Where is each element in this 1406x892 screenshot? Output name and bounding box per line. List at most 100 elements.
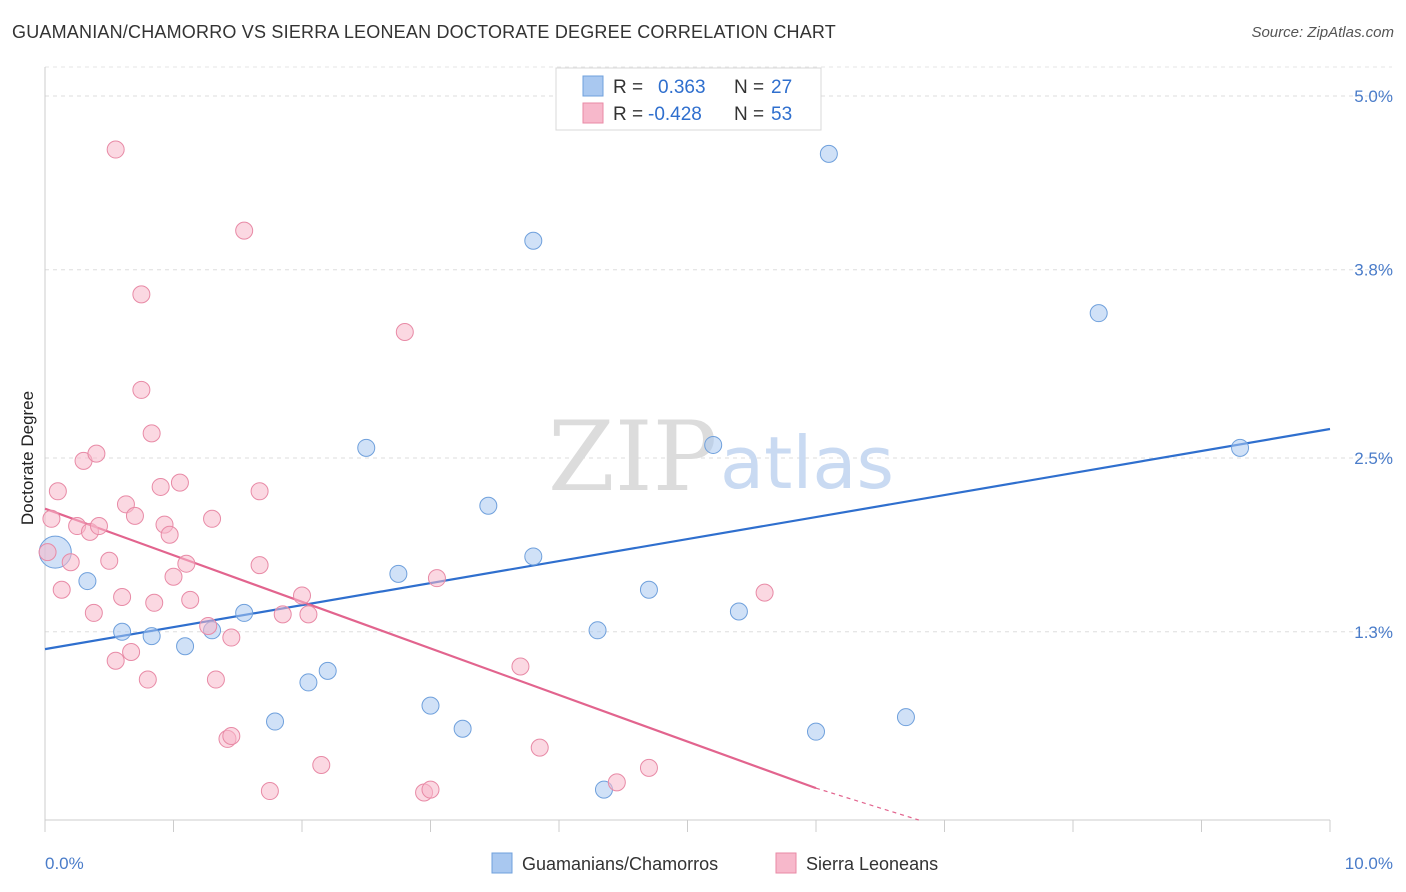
guamanian-point bbox=[318, 661, 337, 680]
guamanian-point bbox=[78, 572, 97, 591]
sierra-leonean-point bbox=[52, 580, 71, 599]
guamanian-point bbox=[524, 231, 543, 250]
sierra-leonean-point bbox=[199, 616, 218, 635]
sierra-leonean-point bbox=[61, 553, 80, 572]
guamanian-point bbox=[729, 602, 748, 621]
guamanian-point bbox=[266, 712, 285, 731]
guamanian-point bbox=[704, 435, 723, 454]
y-tick-label: 1.3% bbox=[1354, 623, 1393, 642]
guamanian-point bbox=[176, 637, 195, 656]
sierra-leonean-point bbox=[273, 605, 292, 624]
bottom-legend-swatch-pink bbox=[775, 852, 797, 874]
sierra-leonean-point bbox=[87, 444, 106, 463]
watermark-zip: ZIP bbox=[548, 401, 717, 513]
sierra-leonean-point bbox=[142, 424, 161, 443]
sierra-leonean-point bbox=[395, 322, 414, 341]
y-tick-label: 2.5% bbox=[1354, 449, 1393, 468]
sierra-leonean-point bbox=[84, 603, 103, 622]
sierra-leonean-point bbox=[151, 477, 170, 496]
legend-swatch-pink bbox=[582, 102, 604, 124]
sierra-leonean-point bbox=[755, 583, 774, 602]
x-tick-labels: 0.0% 10.0% bbox=[45, 854, 1393, 873]
y-axis-label: Doctorate Degree bbox=[18, 391, 37, 525]
sierra-leonean-point bbox=[122, 643, 141, 662]
guamanian-point bbox=[1231, 438, 1250, 457]
guamanian-point bbox=[588, 621, 607, 640]
sierra-leonean-point bbox=[38, 543, 57, 562]
sierra-leonean-point bbox=[222, 727, 241, 746]
bottom-legend: Guamanians/Chamorros Sierra Leoneans bbox=[491, 852, 938, 874]
legend-n-label: N = bbox=[734, 77, 764, 98]
legend-r-value: -0.428 bbox=[648, 104, 702, 125]
guamanian-trend-line bbox=[44, 427, 1331, 651]
sierra-leonean-point bbox=[206, 670, 225, 689]
axes bbox=[44, 67, 1331, 832]
sierra-leonean-point bbox=[164, 567, 183, 586]
legend-n-label: N = bbox=[734, 104, 764, 125]
watermark: ZIP atlas bbox=[548, 401, 894, 513]
bottom-legend-label: Sierra Leoneans bbox=[806, 854, 938, 874]
sierra-leonean-point bbox=[312, 755, 331, 774]
sierra-leonean-point bbox=[138, 670, 157, 689]
guamanian-point bbox=[639, 580, 658, 599]
guamanian-point bbox=[113, 622, 132, 641]
x-tick-label: 0.0% bbox=[45, 854, 84, 873]
watermark-atlas: atlas bbox=[720, 421, 894, 505]
sierra-leonean-point bbox=[132, 380, 151, 399]
legend-r-label: R = bbox=[613, 77, 643, 98]
y-tick-labels: 1.3% 2.5% 3.8% 5.0% bbox=[1354, 87, 1393, 642]
sierra-leonean-point bbox=[607, 773, 626, 792]
sierra-leonean-point bbox=[106, 140, 125, 159]
legend-n-value: 27 bbox=[771, 77, 792, 98]
sierra-leonean-point bbox=[427, 569, 446, 588]
legend-swatch-blue bbox=[582, 75, 604, 97]
trend-lines bbox=[44, 427, 1331, 821]
bottom-legend-label: Guamanians/Chamorros bbox=[522, 854, 718, 874]
sierra-leonean-point bbox=[170, 473, 189, 492]
y-tick-label: 3.8% bbox=[1354, 261, 1393, 280]
guamanian-point bbox=[357, 438, 376, 457]
guamanian-point bbox=[235, 603, 254, 622]
sierra-leonean-point bbox=[113, 587, 132, 606]
sierra-leonean-point bbox=[421, 780, 440, 799]
guamanian-point bbox=[299, 673, 318, 692]
sierra-leonean-point bbox=[235, 221, 254, 240]
grid-lines bbox=[45, 66, 1392, 633]
guamanian-point bbox=[807, 722, 825, 741]
guamanian-point bbox=[896, 708, 915, 727]
sierra-leonean-point bbox=[125, 506, 144, 525]
bottom-legend-swatch-blue bbox=[491, 852, 513, 874]
sierra-leonean-point bbox=[511, 657, 530, 676]
x-tick-label: 10.0% bbox=[1345, 854, 1393, 873]
guamanian-point bbox=[524, 547, 543, 566]
guamanian-point bbox=[479, 496, 498, 515]
sierra-leonean-point bbox=[260, 782, 279, 801]
guamanian-point bbox=[819, 144, 838, 163]
sierra-leonean-point bbox=[145, 593, 164, 612]
sierra-leonean-trend-extension bbox=[815, 787, 919, 821]
sierra-leonean-point bbox=[299, 605, 318, 624]
data-points bbox=[38, 140, 1250, 802]
sierra-leonean-point bbox=[106, 651, 125, 670]
guamanian-point bbox=[1089, 304, 1108, 323]
sierra-leonean-point bbox=[42, 509, 61, 528]
chart-title: GUAMANIAN/CHAMORRO VS SIERRA LEONEAN DOC… bbox=[12, 22, 836, 42]
sierra-leonean-point bbox=[181, 590, 200, 609]
guamanian-point bbox=[453, 719, 472, 738]
sierra-leonean-point bbox=[160, 525, 179, 544]
guamanian-point bbox=[421, 696, 440, 715]
sierra-leonean-point bbox=[48, 482, 67, 501]
sierra-leonean-point bbox=[293, 586, 311, 605]
guamanian-point bbox=[142, 627, 161, 646]
sierra-leonean-point bbox=[639, 758, 658, 777]
sierra-leonean-point bbox=[177, 554, 196, 573]
sierra-leonean-trend-line bbox=[44, 507, 817, 790]
sierra-leonean-point bbox=[250, 556, 269, 575]
sierra-leonean-point bbox=[203, 509, 222, 528]
legend-n-value: 53 bbox=[771, 104, 792, 125]
source-label: Source: ZipAtlas.com bbox=[1251, 24, 1394, 41]
sierra-leonean-point bbox=[89, 517, 108, 536]
sierra-leonean-point bbox=[222, 628, 241, 647]
sierra-leonean-point bbox=[530, 738, 549, 757]
